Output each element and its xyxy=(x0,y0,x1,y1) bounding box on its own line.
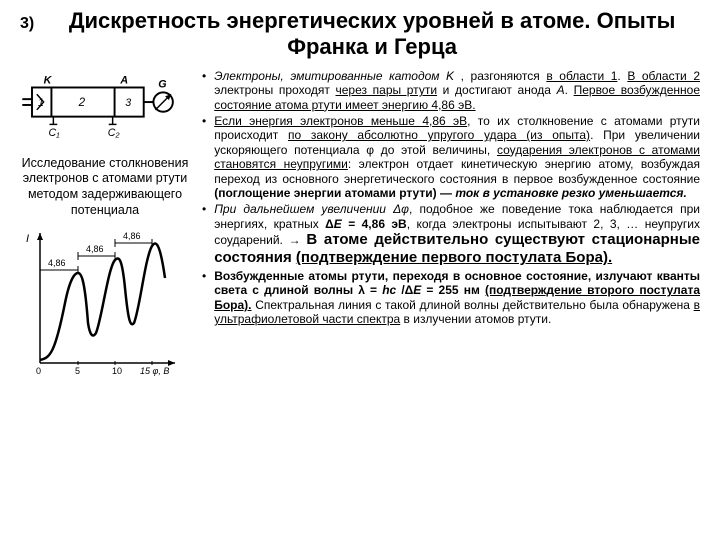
svg-text:C₂: C₂ xyxy=(108,127,120,139)
page-title: Дискретность энергетических уровней в ат… xyxy=(44,8,700,61)
bullet-icon: • xyxy=(202,202,206,267)
iv-curve-chart: 4,86 4,86 4,86 I 0 5 10 15 φ, В xyxy=(20,228,180,378)
bullet-icon: • xyxy=(202,69,206,112)
svg-text:1: 1 xyxy=(38,97,44,109)
bullet-list: •Электроны, эмитированные катодом K , ра… xyxy=(202,69,700,327)
title-number: 3) xyxy=(20,15,34,33)
svg-text:5: 5 xyxy=(75,366,80,376)
svg-text:C₁: C₁ xyxy=(49,127,61,139)
right-column: •Электроны, эмитированные катодом K , ра… xyxy=(202,69,700,382)
svg-text:0: 0 xyxy=(36,366,41,376)
svg-text:4,86: 4,86 xyxy=(123,231,141,241)
list-item: •Если энергия электронов меньше 4,86 эВ,… xyxy=(202,114,700,200)
svg-text:10: 10 xyxy=(112,366,122,376)
svg-text:4,86: 4,86 xyxy=(48,258,66,268)
svg-text:G: G xyxy=(158,78,166,90)
bullet-text: Возбужденные атомы ртути, переходя в осн… xyxy=(214,269,700,327)
bullet-icon: • xyxy=(202,269,206,327)
list-item: •Возбужденные атомы ртути, переходя в ос… xyxy=(202,269,700,327)
bullet-text: При дальнейшем увеличении Δφ, подобное ж… xyxy=(214,202,700,267)
bullet-icon: • xyxy=(202,114,206,200)
bullet-text: Электроны, эмитированные катодом K , раз… xyxy=(214,69,700,112)
svg-text:15 φ, В: 15 φ, В xyxy=(140,366,169,376)
svg-text:K: K xyxy=(44,74,53,86)
svg-text:4,86: 4,86 xyxy=(86,244,104,254)
list-item: •Электроны, эмитированные катодом K , ра… xyxy=(202,69,700,112)
bullet-text: Если энергия электронов меньше 4,86 эВ, … xyxy=(214,114,700,200)
left-column: K A G 1 2 3 C₁ C₂ Исследование столкнове… xyxy=(20,69,190,382)
svg-text:2: 2 xyxy=(78,96,86,109)
svg-text:A: A xyxy=(119,74,128,86)
diagram-caption: Исследование столкновения электронов с а… xyxy=(20,156,190,219)
list-item: •При дальнейшем увеличении Δφ, подобное … xyxy=(202,202,700,267)
svg-text:3: 3 xyxy=(125,97,131,109)
circuit-diagram: K A G 1 2 3 C₁ C₂ xyxy=(20,69,180,139)
svg-text:I: I xyxy=(26,233,29,245)
